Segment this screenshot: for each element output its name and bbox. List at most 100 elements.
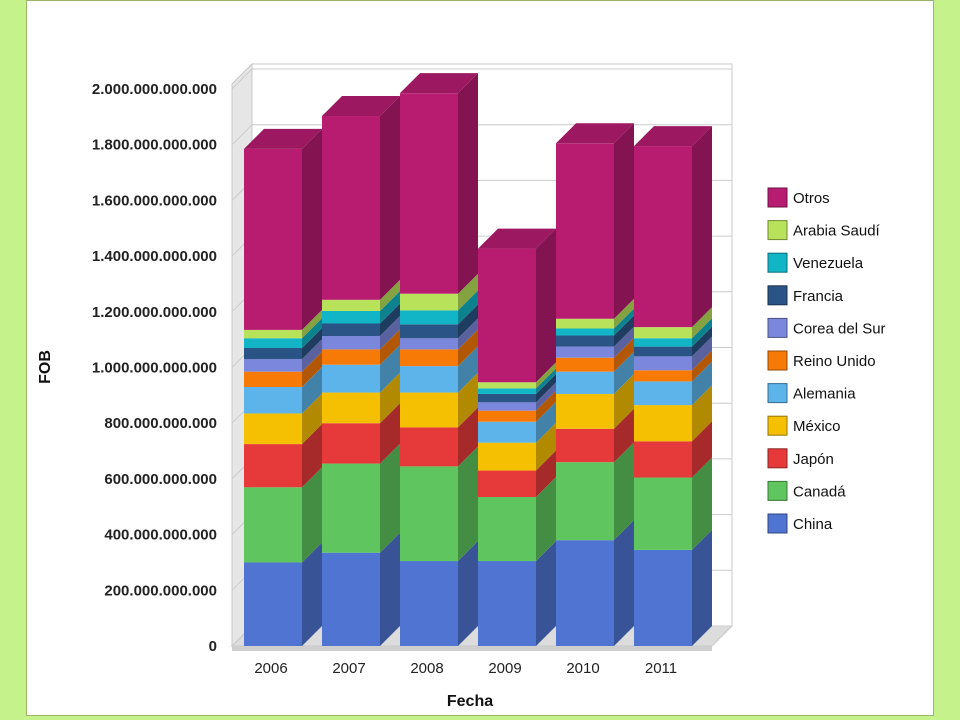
bar-segment — [634, 457, 712, 550]
bar-front — [556, 393, 614, 429]
bar-side — [380, 372, 400, 424]
bar-side — [458, 304, 478, 339]
legend-item: México — [767, 415, 841, 436]
bar-side — [380, 96, 400, 300]
legend-item: Arabia Saudí — [767, 220, 881, 241]
bar-front — [556, 357, 614, 372]
bar-side — [458, 541, 478, 646]
bar-side — [302, 351, 322, 387]
bar-side — [536, 368, 556, 394]
bar-front — [244, 148, 302, 330]
bar-side — [458, 446, 478, 562]
legend-label: Alemania — [793, 386, 856, 403]
floor-edge — [232, 646, 712, 651]
bar-side — [302, 542, 322, 646]
y-tick-label: 200.000.000.000 — [104, 582, 217, 599]
bar-front — [478, 561, 536, 646]
bar-front — [634, 356, 692, 371]
bar-segment — [556, 315, 634, 347]
bar-top — [478, 228, 556, 249]
bar-front — [634, 477, 692, 550]
legend-label: México — [793, 418, 841, 435]
bar-segment — [322, 279, 400, 311]
bar-side — [536, 228, 556, 383]
legend-label: Canadá — [793, 483, 846, 500]
legend-item: Japón — [767, 448, 834, 469]
bar-side — [380, 279, 400, 311]
bar-side — [692, 529, 712, 646]
bar-segment — [478, 450, 556, 498]
bar-front — [634, 381, 692, 406]
bar-segment — [244, 424, 322, 488]
bar-front — [556, 346, 614, 358]
bar-side — [536, 382, 556, 411]
bars — [244, 73, 712, 646]
bar-segment — [478, 382, 556, 411]
bar-side — [614, 442, 634, 541]
bar-front — [244, 562, 302, 646]
bar-side — [614, 520, 634, 646]
bar-stack-2006 — [244, 128, 322, 646]
bar-front — [556, 462, 614, 541]
y-tick-label: 1.400.000.000.000 — [92, 248, 217, 265]
gridline — [231, 68, 732, 90]
bar-segment — [556, 520, 634, 646]
bar-front — [400, 338, 458, 350]
legend-swatch — [767, 252, 788, 273]
legend-label: Venezuela — [793, 255, 864, 272]
legend-item: Alemania — [767, 383, 856, 404]
bar-front — [400, 93, 458, 294]
bar-side — [692, 385, 712, 442]
bar-segment — [556, 351, 634, 394]
bar-side — [536, 373, 556, 403]
bar-segment — [556, 123, 634, 319]
bar-front — [634, 327, 692, 339]
y-tick-label: 1.000.000.000.000 — [92, 360, 217, 377]
bar-front — [322, 552, 380, 646]
bar-side — [302, 309, 322, 339]
bar-side — [692, 126, 712, 328]
bar-front — [634, 549, 692, 646]
bar-front — [634, 405, 692, 442]
bar-front — [322, 336, 380, 350]
bar-top — [556, 123, 634, 144]
bar-side — [302, 318, 322, 349]
legend-item: Canadá — [767, 480, 846, 501]
bar-side — [302, 424, 322, 488]
bar-segment — [478, 228, 556, 383]
bar-side — [380, 303, 400, 337]
bar-segment — [478, 373, 556, 403]
bar-side — [302, 328, 322, 360]
bar-side — [614, 308, 634, 336]
bar-front — [400, 293, 458, 311]
bar-segment — [244, 393, 322, 445]
legend-swatch — [767, 513, 788, 534]
bar-segment — [634, 350, 712, 382]
bar-segment — [322, 443, 400, 553]
bar-side — [458, 407, 478, 467]
bar-front — [400, 561, 458, 646]
legend-swatch — [767, 480, 788, 501]
bar-side — [536, 422, 556, 471]
bar-side — [692, 307, 712, 339]
bar-side — [614, 123, 634, 319]
gridline — [231, 124, 732, 146]
bar-side — [614, 408, 634, 463]
bar-front — [322, 299, 380, 311]
bar-front — [244, 371, 302, 387]
bar-front — [400, 349, 458, 367]
bar-front — [478, 470, 536, 498]
bar-side — [692, 326, 712, 357]
bar-segment — [322, 372, 400, 424]
bar-side — [692, 318, 712, 347]
legend-label: Japón — [793, 451, 834, 468]
bar-side — [458, 73, 478, 294]
y-tick-label: 2.000.000.000.000 — [92, 81, 217, 98]
bar-segment — [634, 126, 712, 328]
y-axis-title: FOB — [37, 350, 54, 384]
y-tick-label: 1.200.000.000.000 — [92, 304, 217, 321]
bar-segment — [244, 467, 322, 563]
bar-side — [458, 273, 478, 311]
bar-front — [244, 359, 302, 372]
bar-segment — [244, 339, 322, 372]
